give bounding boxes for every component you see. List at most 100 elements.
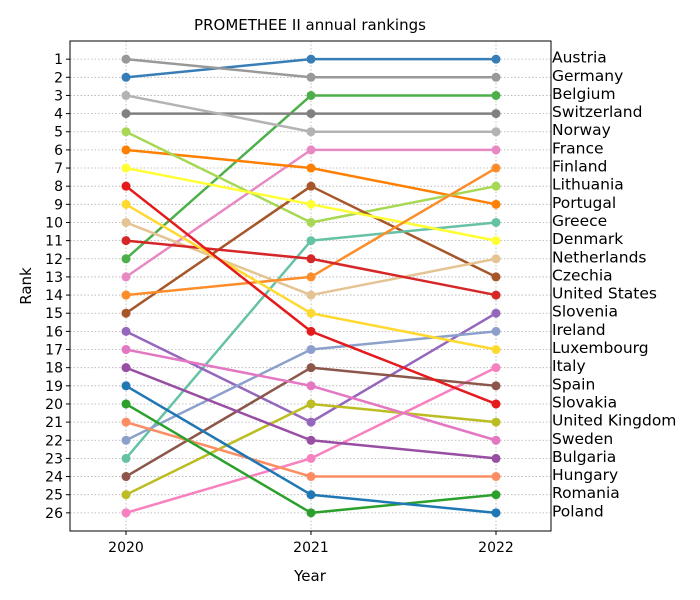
series-belgium [121,90,501,264]
data-point [306,363,316,373]
data-point [306,326,316,336]
series-portugal [121,145,501,209]
y-tick-label: 14 [45,288,63,304]
data-point [306,163,316,173]
series-romania [121,399,501,518]
country-labels: AustriaGermanyBelgiumSwitzerlandNorwayFr… [552,49,676,521]
series-poland [121,381,501,518]
country-label: Poland [552,502,604,520]
y-tick-label: 21 [45,415,63,431]
data-point [306,381,316,391]
data-point [491,90,501,100]
y-axis-ticks: 1234567891011121314151617181920212223242… [45,52,70,522]
y-tick-label: 13 [45,270,63,286]
data-point [121,199,131,209]
data-point [121,417,131,427]
data-point [306,199,316,209]
y-tick-label: 4 [54,107,63,123]
series-slovakia [121,181,501,409]
series-germany [121,54,501,82]
data-point [121,435,131,445]
data-point [121,472,131,482]
data-point [491,127,501,137]
data-point [306,236,316,246]
country-label: Bulgaria [552,448,616,466]
data-point [121,453,131,463]
y-tick-label: 18 [45,361,63,377]
x-tick-label: 2020 [108,540,144,556]
data-point [306,417,316,427]
country-label: Portugal [552,194,616,212]
data-point [306,490,316,500]
data-point [121,326,131,336]
series-lithuania [121,127,501,227]
y-tick-label: 5 [54,125,63,141]
series-austria [121,54,501,82]
y-tick-label: 11 [45,234,63,250]
country-label: Denmark [552,230,623,248]
data-point [121,54,131,64]
x-axis-label: Year [293,567,327,585]
data-point [121,508,131,518]
data-point [491,490,501,500]
data-point [491,54,501,64]
y-axis-label: Rank [17,267,35,305]
country-label: Slovenia [552,303,618,321]
y-tick-label: 8 [54,179,63,195]
data-point [121,272,131,282]
data-point [491,109,501,119]
data-point [306,399,316,409]
series-italy [121,363,501,518]
data-point [491,145,501,155]
country-label: France [552,139,604,157]
data-point [491,417,501,427]
data-point [491,399,501,409]
series-sweden [121,345,501,445]
data-point [121,217,131,227]
y-tick-label: 6 [54,143,63,159]
data-point [121,363,131,373]
y-tick-label: 15 [45,306,63,322]
y-tick-label: 16 [45,324,63,340]
data-point [121,381,131,391]
country-label: Germany [552,67,623,85]
data-point [121,181,131,191]
chart-title: PROMETHEE II annual rankings [194,16,426,34]
country-label: United States [552,285,657,303]
data-point [306,254,316,264]
country-label: Austria [552,49,607,67]
data-point [306,90,316,100]
country-label: Norway [552,121,611,139]
y-tick-label: 17 [45,343,63,359]
data-point [491,345,501,355]
series-lines [121,54,501,518]
data-point [121,145,131,155]
country-label: Luxembourg [552,339,649,357]
data-point [121,90,131,100]
data-point [491,199,501,209]
y-tick-label: 20 [45,397,63,413]
data-point [306,453,316,463]
y-tick-label: 23 [45,451,63,467]
data-point [306,127,316,137]
data-point [306,435,316,445]
series-denmark [121,163,501,246]
series-bulgaria [121,363,501,463]
data-point [491,381,501,391]
data-point [491,472,501,482]
country-label: Netherlands [552,248,646,266]
data-point [121,236,131,246]
data-point [491,217,501,227]
data-point [306,472,316,482]
data-point [121,163,131,173]
data-point [491,272,501,282]
series-switzerland [121,109,501,119]
data-point [306,508,316,518]
series-united-kingdom [121,399,501,500]
country-label: Italy [552,357,586,375]
data-point [306,54,316,64]
country-label: Romania [552,484,620,502]
data-point [121,127,131,137]
country-label: Czechia [552,266,613,284]
